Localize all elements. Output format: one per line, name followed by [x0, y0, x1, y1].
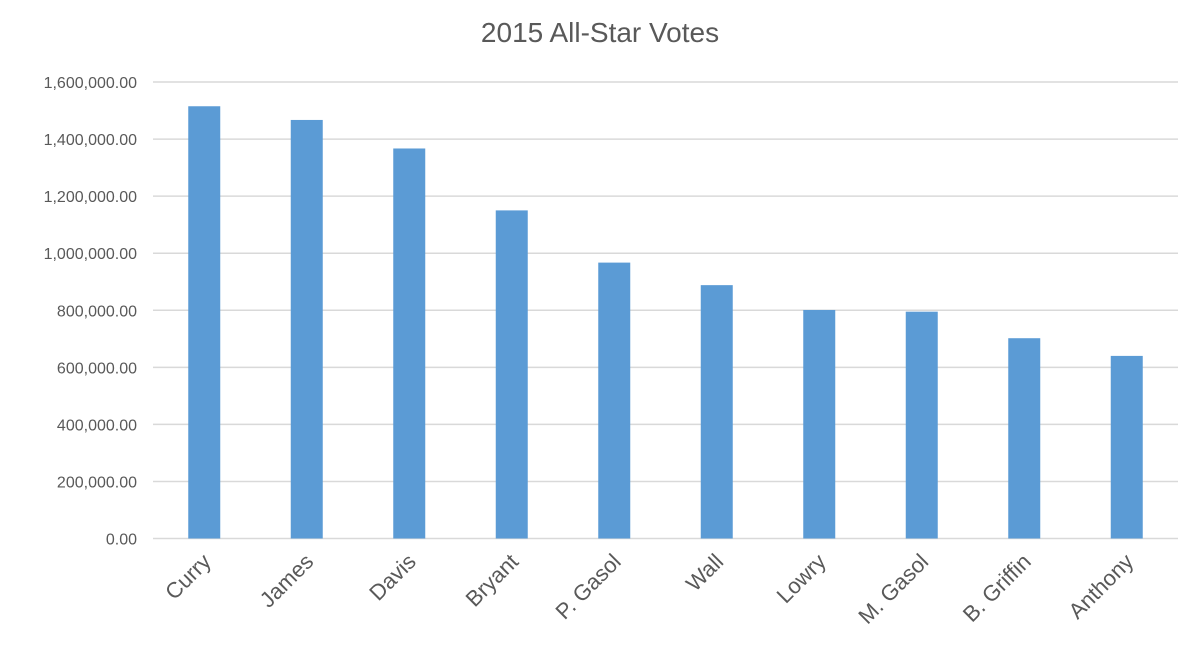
bar-m-gasol [905, 311, 938, 539]
x-tick-label: Bryant [461, 549, 524, 612]
bar-lowry [803, 309, 836, 539]
x-tick-label: P. Gasol [550, 549, 625, 624]
bar-anthony [1110, 355, 1143, 539]
bar-b-griffin [1008, 338, 1041, 539]
y-tick-label: 400,000.00 [57, 417, 137, 434]
x-tick-label: Wall [681, 549, 728, 596]
x-tick-label: Lowry [772, 549, 831, 608]
y-tick-label: 1,000,000.00 [44, 246, 138, 263]
bar-james [290, 119, 323, 539]
y-tick-label: 200,000.00 [57, 474, 137, 491]
bar-curry [188, 106, 221, 539]
y-tick-label: 1,400,000.00 [44, 132, 138, 149]
x-tick-label: M. Gasol [853, 549, 933, 629]
y-tick-label: 1,600,000.00 [44, 75, 138, 92]
bar-p-gasol [598, 262, 631, 539]
x-tick-label: Curry [160, 549, 216, 605]
y-tick-label: 800,000.00 [57, 303, 137, 320]
x-tick-label: James [255, 549, 318, 612]
x-tick-label: Anthony [1064, 549, 1139, 624]
bar-davis [393, 148, 426, 539]
chart-title: 2015 All-Star Votes [481, 17, 719, 48]
x-tick-label: B. Griffin [958, 549, 1036, 627]
bar-bryant [495, 210, 528, 539]
y-tick-label: 600,000.00 [57, 360, 137, 377]
x-tick-label: Davis [364, 549, 421, 606]
y-tick-label: 0.00 [106, 532, 137, 549]
y-tick-label: 1,200,000.00 [44, 189, 138, 206]
bar-wall [700, 285, 733, 539]
